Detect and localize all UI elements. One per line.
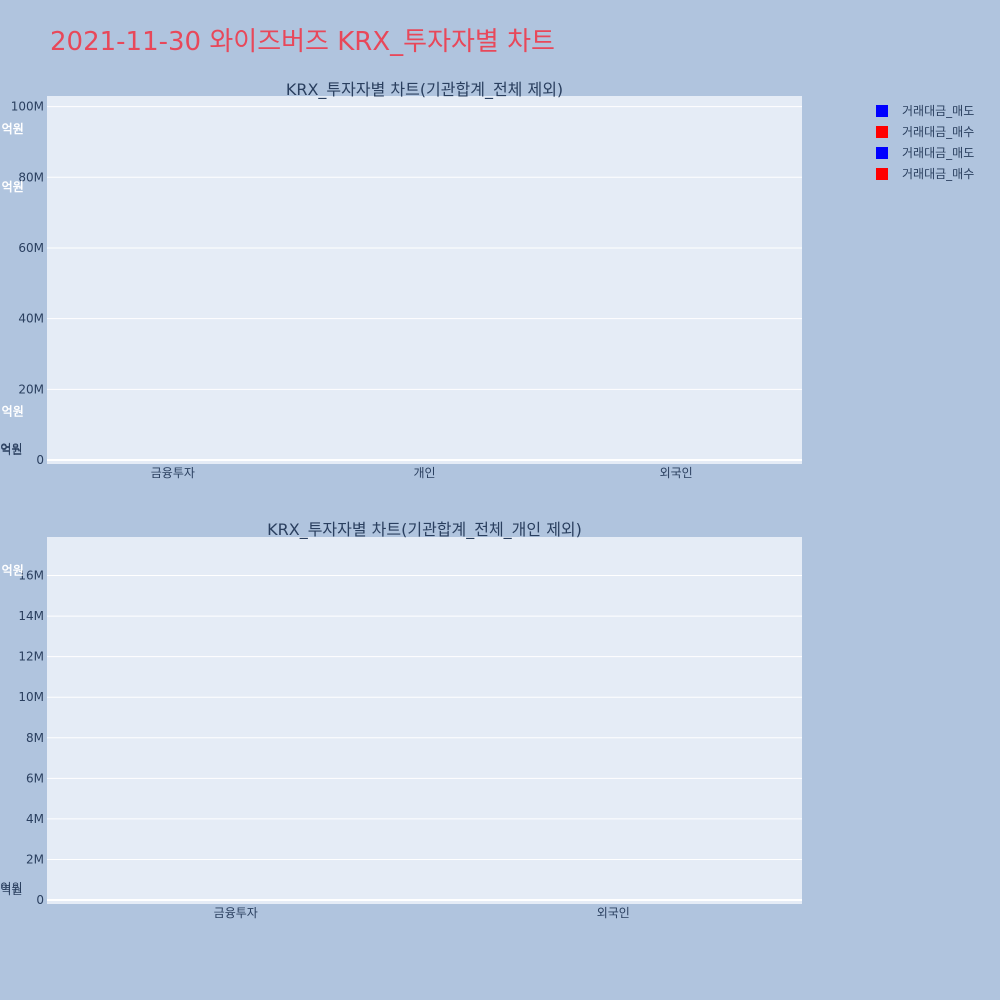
y-tick-label: 100M: [11, 100, 44, 114]
legend-swatch[interactable]: [876, 147, 888, 159]
x-tick-label: 개인: [413, 466, 435, 480]
x-tick-label: 외국인: [597, 906, 630, 920]
y-tick-label: 8M: [26, 731, 44, 745]
x-tick-label: 외국인: [660, 466, 693, 480]
y-tick-label: 4M: [26, 812, 44, 826]
chart-title: KRX_투자자별 차트(기관합계_전체 제외): [286, 80, 563, 100]
legend-label[interactable]: 거래대금_매도: [902, 104, 974, 118]
bar-data-label: 0.0 억원: [0, 443, 22, 457]
legend-label[interactable]: 거래대금_매수: [902, 125, 974, 139]
y-tick-label: 10M: [18, 690, 44, 704]
bar-data-label: 0.0 억원: [0, 442, 22, 456]
y-tick-label: 12M: [18, 650, 44, 664]
legend-label[interactable]: 거래대금_매도: [902, 146, 974, 160]
bar-data-label: 0.2 억원: [0, 563, 24, 577]
plot-area: [47, 96, 802, 464]
bar-data-label: 1.0 억원: [0, 122, 24, 136]
y-tick-label: 20M: [18, 382, 44, 396]
x-tick-label: 금융투자: [151, 466, 195, 480]
bar-data-label: 0.0 억원: [0, 883, 22, 897]
y-tick-label: 14M: [18, 609, 44, 623]
y-tick-label: 60M: [18, 241, 44, 255]
legend-label[interactable]: 거래대금_매수: [902, 167, 974, 181]
legend-swatch[interactable]: [876, 126, 888, 138]
legend-swatch[interactable]: [876, 168, 888, 180]
x-tick-label: 금융투자: [214, 906, 258, 920]
plot-area: [47, 537, 802, 904]
y-tick-label: 40M: [18, 312, 44, 326]
bar-data-label: 0.8 억원: [0, 180, 24, 194]
chart-top: 0 20M 40M 60M 80M 100M KRX_투자자별 차트(기관합계_전체 제외)…: [0, 80, 802, 480]
chart-title: KRX_투자자별 차트(기관합계_전체_개인 제외): [267, 520, 582, 540]
y-tick-label: 16M: [18, 569, 44, 583]
chart-bottom: 0 2M 4M 6M 8M 10M 12M 14M 16M KRX_투자자별 차트(기관합계_전체…: [0, 520, 802, 920]
y-tick-label: 6M: [26, 771, 44, 785]
y-tick-label: 0: [36, 893, 44, 907]
y-tick-label: 2M: [26, 852, 44, 866]
page-title: 2021-11-30 와이즈버즈 KRX_투자자별 차트: [50, 27, 555, 57]
bar-data-label: 0.0 억원: [0, 881, 22, 895]
y-tick-label: 80M: [18, 170, 44, 184]
legend-swatch[interactable]: [876, 105, 888, 117]
bar-data-label: 0.2 억원: [0, 405, 24, 419]
y-tick-label: 0: [36, 453, 44, 467]
